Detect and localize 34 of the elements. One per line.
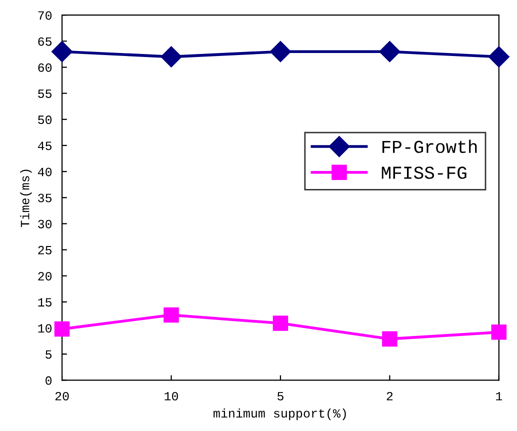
point	[488, 46, 510, 68]
y-tick-label: 30	[38, 220, 52, 228]
point	[270, 41, 291, 62]
y-tick-label: 0	[46, 376, 52, 385]
point	[379, 41, 400, 62]
point	[54, 321, 70, 337]
x-tick-label: 2	[386, 392, 393, 400]
legend-label: FP-Growth	[382, 140, 477, 154]
y-tick-label: 20	[38, 272, 52, 280]
y-tick-label: 10	[38, 324, 52, 333]
y-tick-label: 35	[38, 194, 52, 202]
x-tick-label: 5	[278, 392, 284, 400]
y-tick-label: 60	[38, 63, 52, 72]
point	[491, 324, 507, 340]
y-tick-label: 70	[38, 11, 52, 20]
x-axis-title: minimum support(%)	[214, 408, 346, 420]
y-tick-label: 40	[38, 168, 52, 176]
x-tick-label: 10	[164, 392, 178, 400]
y-tick-label: 25	[38, 246, 52, 254]
x-tick-label: 1	[496, 392, 502, 400]
x-tick-label: 20	[55, 392, 69, 400]
y-tick-label: 55	[38, 90, 52, 98]
point	[164, 307, 179, 323]
y-tick-label: 65	[38, 37, 52, 46]
legend-label: MFISS-FG	[382, 166, 466, 179]
point	[52, 41, 73, 62]
y-tick-label: 5	[46, 350, 52, 359]
y-tick-label: 45	[38, 142, 52, 150]
y-axis-title: Time(ms)	[20, 170, 32, 228]
y-tick-label: 15	[38, 298, 52, 307]
y-tick-label: 50	[38, 116, 52, 124]
point	[272, 316, 288, 331]
point	[160, 46, 182, 68]
point	[382, 331, 398, 347]
